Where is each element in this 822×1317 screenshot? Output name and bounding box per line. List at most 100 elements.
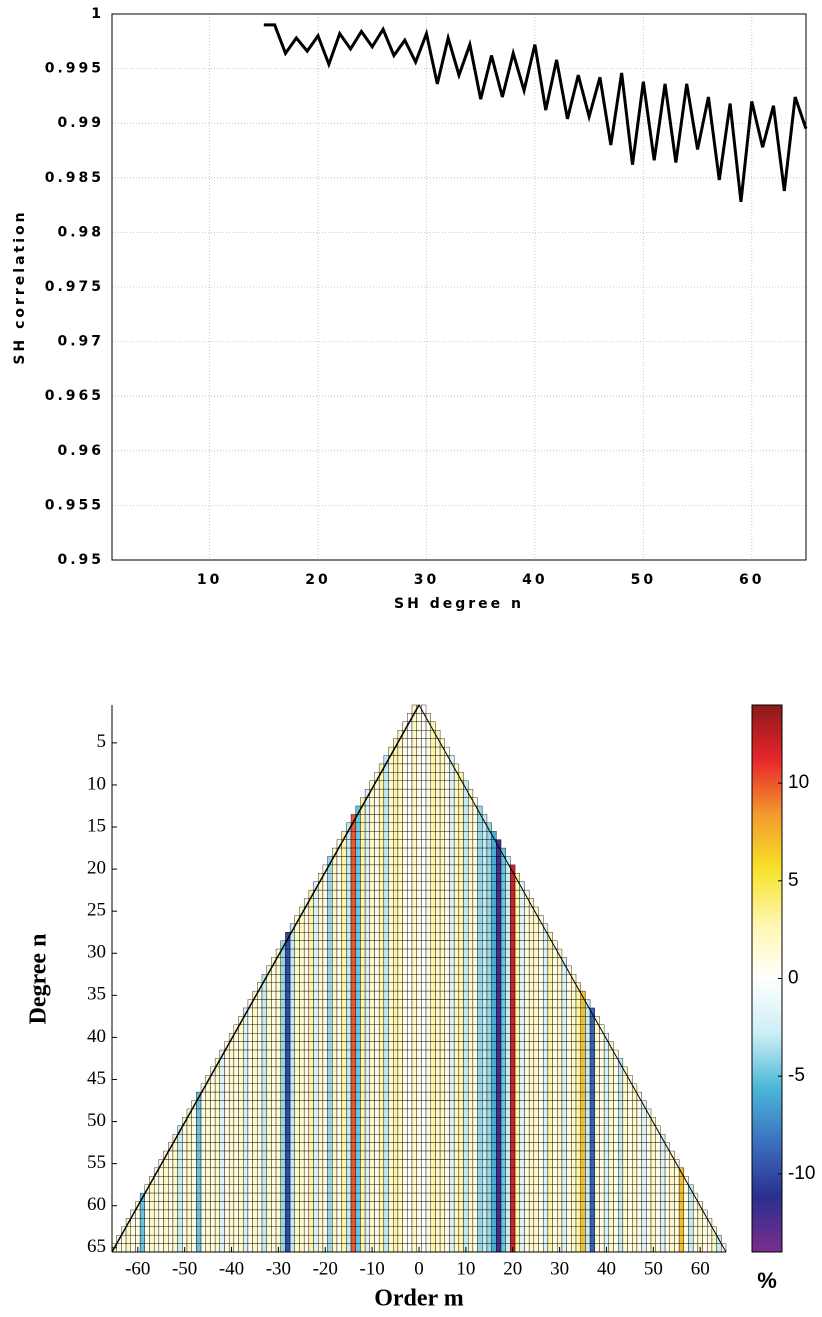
heatmap-cell bbox=[350, 957, 356, 967]
heatmap-cell bbox=[355, 1066, 361, 1076]
heatmap-cell bbox=[397, 940, 403, 950]
heatmap-cell bbox=[430, 948, 436, 958]
heatmap-cell bbox=[308, 982, 314, 992]
heatmap-cell bbox=[566, 1192, 572, 1202]
heatmap-cell bbox=[486, 948, 492, 958]
heatmap-cell bbox=[458, 915, 464, 925]
heatmap-cell bbox=[168, 1192, 174, 1202]
heatmap-cell bbox=[552, 1176, 558, 1185]
heatmap-cell bbox=[271, 1016, 277, 1025]
heatmap-cell bbox=[444, 932, 450, 941]
heatmap-cell bbox=[514, 974, 520, 983]
heatmap-cell bbox=[313, 1234, 319, 1244]
heatmap-cell bbox=[350, 932, 356, 941]
heatmap-cell bbox=[444, 1192, 450, 1202]
heatmap-cell bbox=[580, 1209, 586, 1219]
heatmap-cell bbox=[271, 1234, 277, 1244]
heatmap-cell bbox=[421, 1226, 427, 1236]
heatmap-cell bbox=[566, 1142, 572, 1152]
heatmap-cell bbox=[341, 923, 347, 933]
heatmap-cell bbox=[543, 1201, 549, 1211]
heatmap-cell bbox=[416, 730, 422, 739]
heatmap-cell bbox=[496, 1192, 502, 1202]
heatmap-cell bbox=[463, 1083, 469, 1093]
heatmap-cell bbox=[486, 1125, 492, 1135]
heatmap-cell bbox=[500, 906, 506, 916]
heatmap-cell bbox=[308, 1075, 314, 1084]
heatmap-cell bbox=[355, 1091, 361, 1101]
heatmap-cell bbox=[153, 1192, 160, 1202]
heatmap-cell bbox=[200, 1125, 206, 1135]
heatmap-cell bbox=[411, 1226, 417, 1236]
heatmap-cell bbox=[425, 965, 431, 975]
heatmap-cell bbox=[603, 1184, 610, 1194]
heatmap-cell bbox=[397, 755, 403, 765]
heatmap-cell bbox=[299, 1125, 305, 1135]
heatmap-cell bbox=[439, 772, 445, 781]
heatmap-cell bbox=[350, 1091, 356, 1101]
heatmap-cell bbox=[374, 915, 380, 925]
heatmap-cell bbox=[355, 957, 361, 967]
heatmap-cell bbox=[468, 873, 474, 882]
heatmap-cell bbox=[533, 1218, 539, 1227]
heatmap-cell bbox=[477, 847, 483, 857]
heatmap-cell bbox=[444, 788, 450, 798]
heatmap-cell bbox=[589, 1100, 595, 1110]
heatmap-cell bbox=[430, 1159, 436, 1169]
heatmap-cell bbox=[402, 1159, 408, 1169]
heatmap-cell bbox=[289, 948, 295, 958]
heatmap-cell bbox=[205, 1243, 211, 1253]
heatmap-cell bbox=[383, 1218, 389, 1227]
heatmap-cell bbox=[505, 898, 511, 908]
heatmap-cell bbox=[322, 1091, 328, 1101]
heatmap-cell bbox=[533, 1066, 539, 1076]
heatmap-cell bbox=[407, 1049, 413, 1059]
heatmap-cell bbox=[364, 1058, 370, 1068]
heatmap-cell bbox=[435, 738, 441, 748]
heatmap-cell bbox=[135, 1218, 141, 1227]
heatmap-cell bbox=[496, 1016, 502, 1025]
heatmap-cell bbox=[627, 1125, 633, 1135]
heatmap-cell bbox=[425, 1150, 431, 1160]
heatmap-cell bbox=[364, 805, 370, 815]
heatmap-cell bbox=[266, 1091, 272, 1101]
heatmap-cell bbox=[341, 1226, 347, 1236]
heatmap-cell bbox=[266, 1125, 272, 1135]
heatmap-cell bbox=[491, 974, 497, 983]
heatmap-cell bbox=[294, 1032, 300, 1042]
heatmap-cell bbox=[378, 805, 385, 815]
heatmap-cell bbox=[533, 1133, 539, 1143]
heatmap-cell bbox=[608, 1133, 614, 1143]
heatmap-cell bbox=[182, 1159, 188, 1169]
heatmap-cell bbox=[397, 889, 403, 899]
heatmap-cell bbox=[397, 906, 403, 916]
heatmap-cell bbox=[393, 1201, 399, 1211]
heatmap-cell bbox=[603, 1167, 610, 1177]
heatmap-cell bbox=[285, 1125, 291, 1135]
heatmap-cell bbox=[369, 1184, 375, 1194]
heatmap-cell bbox=[378, 898, 385, 908]
heatmap-cell bbox=[257, 1007, 263, 1017]
heatmap-cell bbox=[538, 1209, 544, 1219]
heatmap-cell bbox=[360, 889, 366, 899]
heatmap-cell bbox=[453, 864, 460, 874]
heatmap-cell bbox=[589, 1066, 595, 1076]
heatmap-cell bbox=[163, 1159, 169, 1169]
heatmap-cell bbox=[543, 990, 549, 1000]
heatmap-cell bbox=[388, 1091, 394, 1101]
heatmap-cell bbox=[393, 847, 399, 857]
heatmap-cell bbox=[477, 864, 483, 874]
heatmap-cell bbox=[224, 1167, 230, 1177]
heatmap-cell bbox=[453, 932, 460, 941]
colorbar bbox=[751, 704, 783, 1253]
heatmap-cell bbox=[393, 1100, 399, 1110]
heatmap-cell bbox=[641, 1176, 647, 1185]
heatmap-cell bbox=[374, 1201, 380, 1211]
heatmap-cell bbox=[472, 1075, 478, 1084]
heatmap-cell bbox=[528, 957, 535, 967]
heatmap-cell bbox=[425, 1016, 431, 1025]
heatmap-cell bbox=[594, 1159, 600, 1169]
heatmap-cell bbox=[458, 822, 464, 832]
heatmap-cell bbox=[327, 898, 333, 908]
heatmap-cell bbox=[214, 1209, 221, 1219]
